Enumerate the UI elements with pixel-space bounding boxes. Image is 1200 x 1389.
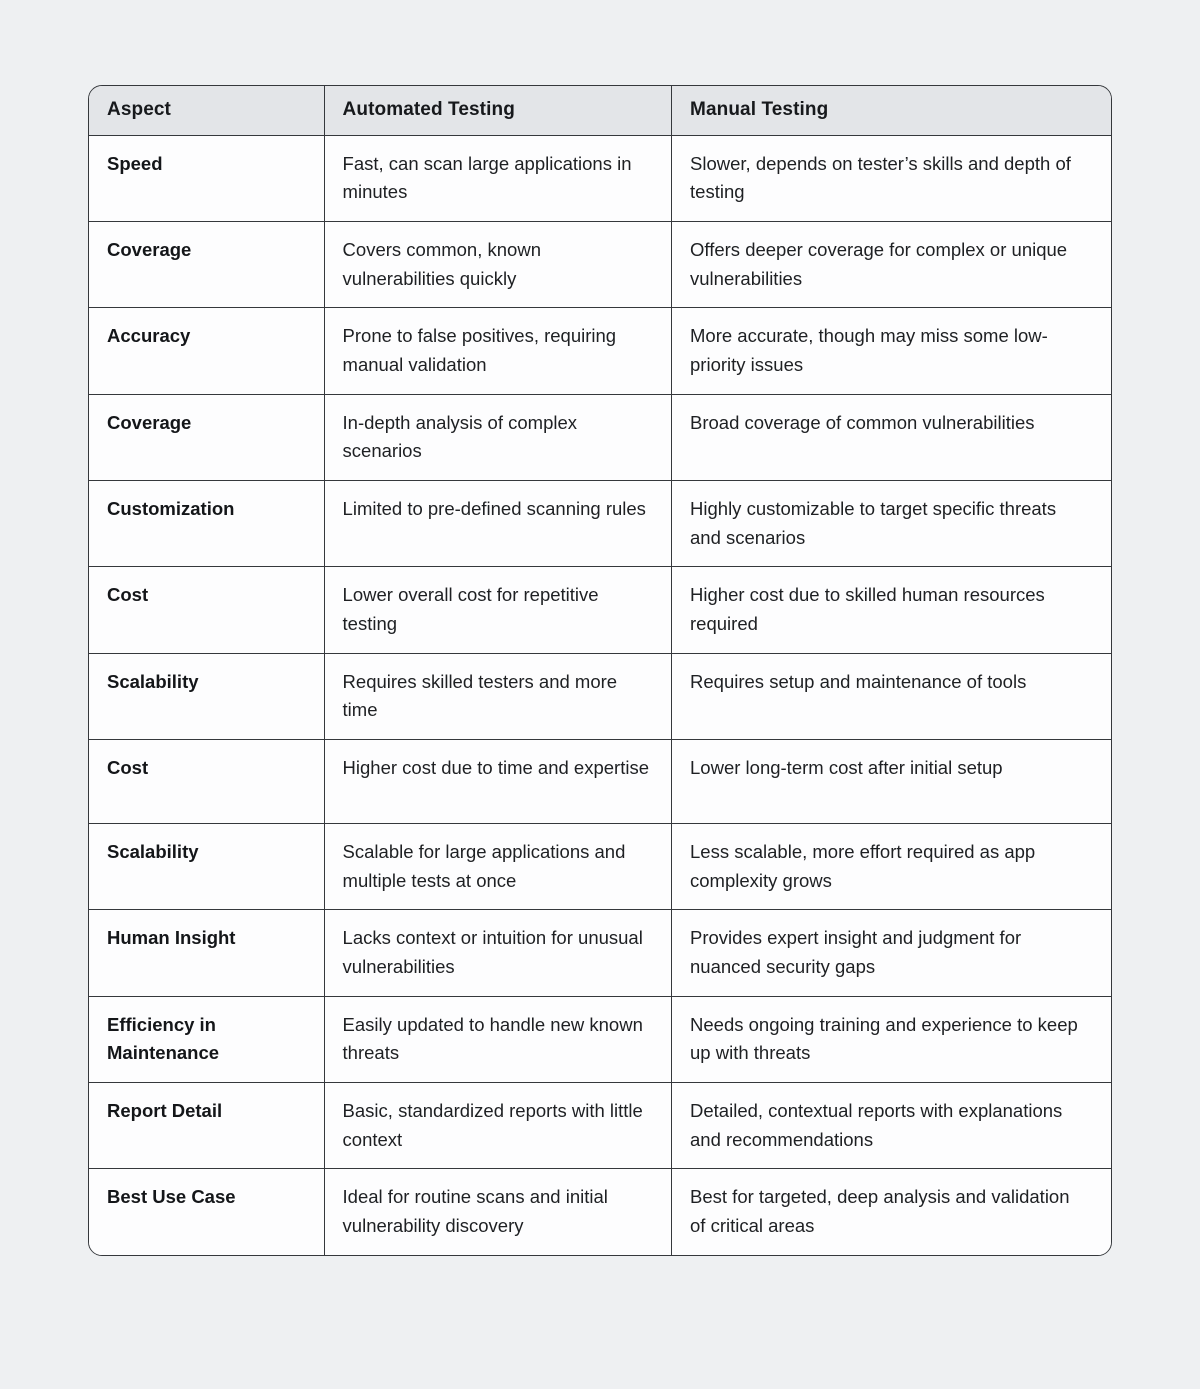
comparison-table: Aspect Automated Testing Manual Testing … xyxy=(89,86,1111,1255)
manual-cell: Higher cost due to skilled human resourc… xyxy=(671,566,1111,654)
manual-cell: Best for targeted, deep analysis and val… xyxy=(671,1168,1111,1255)
aspect-cell: Report Detail xyxy=(89,1082,325,1170)
automated-cell: Fast, can scan large applications in min… xyxy=(324,135,673,222)
automated-cell: Requires skilled testers and more time xyxy=(324,653,673,740)
manual-cell: Broad coverage of common vulnerabilities xyxy=(671,394,1111,481)
comparison-table-container: Aspect Automated Testing Manual Testing … xyxy=(88,85,1112,1256)
manual-cell: Needs ongoing training and experience to… xyxy=(671,996,1111,1083)
aspect-cell: Scalability xyxy=(89,653,325,740)
aspect-cell: Efficiency in Maintenance xyxy=(89,996,325,1083)
automated-cell: Prone to false positives, requiring manu… xyxy=(324,307,673,395)
aspect-cell: Cost xyxy=(89,739,325,824)
header-row: Aspect Automated Testing Manual Testing xyxy=(89,86,1111,136)
manual-cell: Provides expert insight and judgment for… xyxy=(671,909,1111,997)
aspect-cell: Coverage xyxy=(89,394,325,481)
table-row: Speed Fast, can scan large applications … xyxy=(89,135,1111,222)
table-row: Scalability Requires skilled testers and… xyxy=(89,653,1111,740)
manual-cell: Requires setup and maintenance of tools xyxy=(671,653,1111,740)
aspect-cell: Customization xyxy=(89,480,325,568)
manual-cell: Lower long-term cost after initial setup xyxy=(671,739,1111,824)
manual-cell: Detailed, contextual reports with explan… xyxy=(671,1082,1111,1170)
table-row: Customization Limited to pre-defined sca… xyxy=(89,480,1111,568)
manual-cell: Slower, depends on tester’s skills and d… xyxy=(671,135,1111,222)
automated-cell: Lacks context or intuition for unusual v… xyxy=(324,909,673,997)
table-row: Best Use Case Ideal for routine scans an… xyxy=(89,1168,1111,1255)
automated-cell: Lower overall cost for repetitive testin… xyxy=(324,566,673,654)
table-row: Cost Lower overall cost for repetitive t… xyxy=(89,566,1111,654)
table-row: Scalability Scalable for large applicati… xyxy=(89,823,1111,911)
manual-cell: More accurate, though may miss some low-… xyxy=(671,307,1111,395)
manual-cell: Less scalable, more effort required as a… xyxy=(671,823,1111,911)
table-row: Coverage Covers common, known vulnerabil… xyxy=(89,221,1111,309)
manual-cell: Highly customizable to target specific t… xyxy=(671,480,1111,568)
table-row: Accuracy Prone to false positives, requi… xyxy=(89,307,1111,395)
automated-cell: Ideal for routine scans and initial vuln… xyxy=(324,1168,673,1255)
aspect-cell: Cost xyxy=(89,566,325,654)
aspect-cell: Accuracy xyxy=(89,307,325,395)
automated-cell: Higher cost due to time and expertise xyxy=(324,739,673,824)
automated-cell: Easily updated to handle new known threa… xyxy=(324,996,673,1083)
table-row: Report Detail Basic, standardized report… xyxy=(89,1082,1111,1170)
automated-cell: Limited to pre-defined scanning rules xyxy=(324,480,673,568)
column-header-aspect: Aspect xyxy=(89,86,325,136)
automated-cell: Basic, standardized reports with little … xyxy=(324,1082,673,1170)
manual-cell: Offers deeper coverage for complex or un… xyxy=(671,221,1111,309)
automated-cell: Scalable for large applications and mult… xyxy=(324,823,673,911)
automated-cell: In-depth analysis of complex scenarios xyxy=(324,394,673,481)
table-row: Efficiency in Maintenance Easily updated… xyxy=(89,996,1111,1083)
aspect-cell: Human Insight xyxy=(89,909,325,997)
table-row: Human Insight Lacks context or intuition… xyxy=(89,909,1111,997)
aspect-cell: Best Use Case xyxy=(89,1168,325,1255)
automated-cell: Covers common, known vulnerabilities qui… xyxy=(324,221,673,309)
table-row: Cost Higher cost due to time and experti… xyxy=(89,739,1111,824)
table-row: Coverage In-depth analysis of complex sc… xyxy=(89,394,1111,481)
aspect-cell: Coverage xyxy=(89,221,325,309)
aspect-cell: Scalability xyxy=(89,823,325,911)
aspect-cell: Speed xyxy=(89,135,325,222)
column-header-manual-testing: Manual Testing xyxy=(671,86,1111,136)
column-header-automated-testing: Automated Testing xyxy=(324,86,673,136)
